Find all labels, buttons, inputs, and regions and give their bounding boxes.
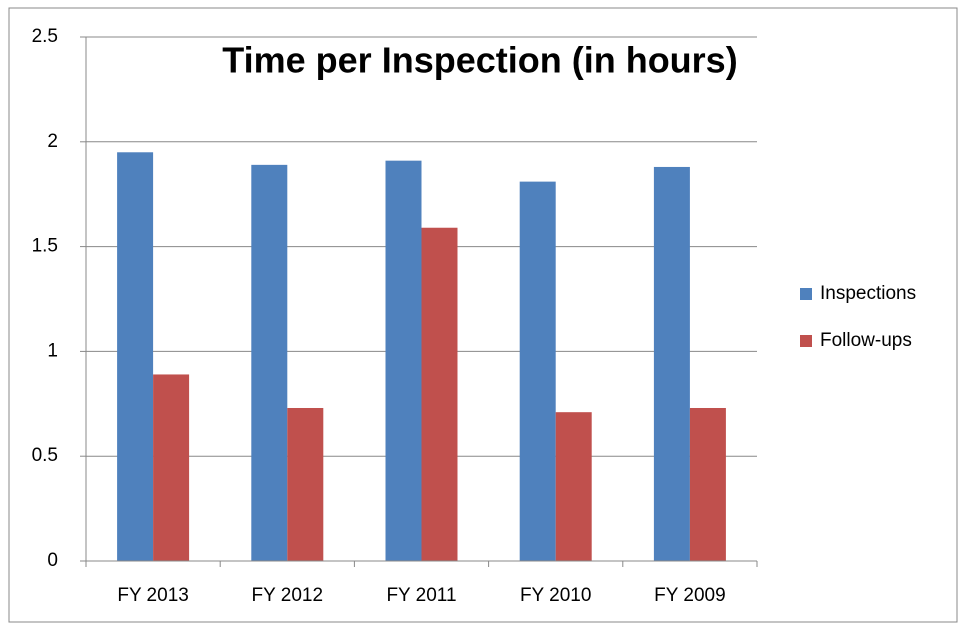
bar (117, 152, 154, 561)
x-tick-label: FY 2011 (386, 585, 456, 606)
x-tick-label: FY 2009 (654, 585, 725, 606)
y-tick-label: 2 (47, 131, 58, 152)
x-tick-label: FY 2012 (252, 585, 323, 606)
x-tick-label: FY 2013 (117, 585, 188, 606)
y-tick-label: 1.5 (32, 236, 58, 257)
y-tick-label: 0.5 (32, 445, 58, 466)
legend-label: Inspections (820, 283, 916, 304)
bar (251, 164, 288, 561)
x-tick-label: FY 2010 (520, 585, 591, 606)
bar (287, 407, 324, 561)
y-tick-label: 0 (47, 550, 58, 571)
chart-title: Time per Inspection (in hours) (222, 40, 737, 81)
bar (153, 374, 190, 561)
bar (689, 407, 726, 561)
y-tick-label: 2.5 (32, 26, 58, 47)
bar (519, 181, 556, 561)
y-tick-label: 1 (47, 340, 58, 361)
legend-swatch (800, 288, 812, 300)
bar (653, 166, 690, 561)
legend-label: Follow-ups (820, 330, 912, 351)
bar (555, 412, 592, 561)
bar (385, 160, 422, 561)
legend-swatch (800, 335, 812, 347)
bar (421, 227, 458, 561)
